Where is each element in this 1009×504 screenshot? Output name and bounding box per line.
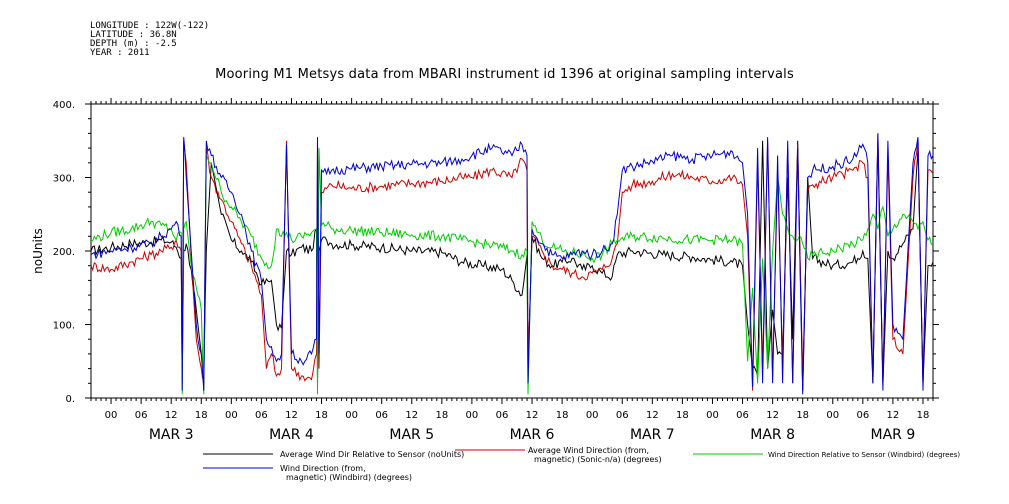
series-line-1 [90, 140, 934, 391]
x-hour-label: 06 [496, 410, 509, 421]
longitude-text: LONGITUDE : 122W(-122) [90, 21, 210, 31]
legend-group: Average Wind Dir Relative to Sensor (noU… [203, 446, 960, 482]
x-hour-label: 06 [375, 410, 388, 421]
x-day-label: MAR 4 [269, 427, 314, 443]
latitude-text: LATITUDE : 36.8N [90, 30, 177, 40]
x-hour-label: 06 [135, 410, 148, 421]
x-hour-label: 12 [285, 410, 298, 421]
x-hour-label: 00 [225, 410, 238, 421]
x-hour-label: 12 [405, 410, 418, 421]
x-hour-label: 00 [466, 410, 479, 421]
metadata-header: LONGITUDE : 122W(-122) LATITUDE : 36.8N … [90, 22, 209, 58]
x-hour-label: 00 [706, 410, 719, 421]
x-day-label: MAR 5 [389, 427, 434, 443]
x-hour-label: 18 [556, 410, 569, 421]
axes-group: 0. 100. 200. 300. 400. noUnits 00 06 12 18 00 06 12 1… [31, 98, 939, 443]
x-hour-label: 12 [887, 410, 900, 421]
x-hour-label: 00 [826, 410, 839, 421]
y-tick-label: 300. [53, 174, 75, 185]
x-hour-label: 00 [345, 410, 358, 421]
x-hour-label: 18 [315, 410, 328, 421]
x-hour-label: 18 [917, 410, 930, 421]
y-tick-label: 0. [65, 394, 75, 405]
legend-label: Wind Direction (from, [280, 464, 366, 473]
series-line-3 [90, 148, 934, 395]
legend-label: magnetic) (Sonic-n/a) (degrees) [534, 455, 662, 464]
depth-text: DEPTH (m) : -2.5 [90, 39, 177, 49]
x-hour-label: 06 [736, 410, 749, 421]
y-tick-label: 200. [53, 247, 75, 258]
x-hour-label: 18 [676, 410, 689, 421]
x-day-label: MAR 9 [871, 427, 916, 443]
x-hour-label: 06 [255, 410, 268, 421]
series-group [90, 133, 934, 395]
series-line-4 [90, 133, 934, 395]
legend-label: magnetic) (Windbird) (degrees) [286, 473, 412, 482]
legend-label: Average Wind Dir Relative to Sensor (noU… [280, 450, 464, 459]
x-hour-label: 18 [195, 410, 208, 421]
legend-label: Wind Direction Relative to Sensor (Windb… [768, 451, 960, 459]
x-day-label: MAR 7 [630, 427, 675, 443]
legend-label: Average Wind Direction (from, [528, 446, 649, 455]
x-hour-label: 12 [526, 410, 539, 421]
x-hour-label: 06 [616, 410, 629, 421]
x-hour-label: 12 [646, 410, 659, 421]
y-tick-label: 100. [53, 321, 75, 332]
x-day-label: MAR 6 [510, 427, 555, 443]
x-hour-label: 00 [105, 410, 118, 421]
y-axis-label: noUnits [31, 228, 45, 274]
x-day-label: MAR 8 [750, 427, 795, 443]
x-hour-label: 18 [435, 410, 448, 421]
x-hour-label: 12 [766, 410, 779, 421]
x-day-label: MAR 3 [149, 427, 194, 443]
x-hour-label: 18 [796, 410, 809, 421]
year-text: YEAR : 2011 [90, 48, 150, 58]
x-hour-label: 06 [856, 410, 869, 421]
x-hour-label: 00 [586, 410, 599, 421]
x-hour-label: 12 [165, 410, 178, 421]
chart-title: Mooring M1 Metsys data from MBARI instru… [215, 67, 794, 82]
y-tick-label: 400. [53, 100, 75, 111]
